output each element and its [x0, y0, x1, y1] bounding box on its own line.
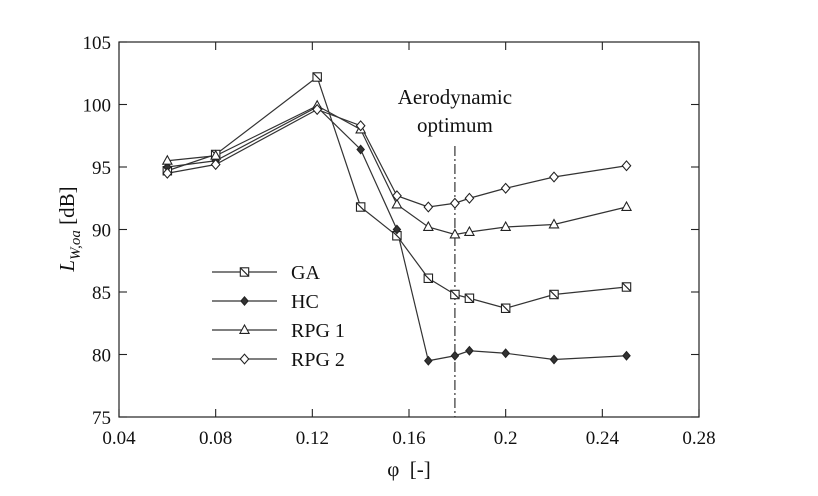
- legend-item-ga: GA: [212, 262, 320, 284]
- data-point-rpg-2: [621, 160, 632, 172]
- data-point-hc: [392, 224, 402, 235]
- x-tick-label: 0.28: [682, 428, 715, 449]
- data-point-ga: [355, 202, 366, 212]
- data-point-ga: [423, 273, 434, 283]
- data-point-ga: [549, 289, 559, 300]
- x-tick-label: 0.24: [586, 428, 620, 449]
- data-point-rpg-2: [391, 190, 402, 202]
- data-point-ga: [464, 293, 475, 303]
- y-tick-label: 105: [83, 33, 112, 54]
- legend-item-rpg-1: RPG 1: [212, 320, 345, 342]
- data-point-ga: [500, 303, 511, 313]
- data-point-ga: [450, 289, 460, 300]
- x-tick-label: 0.12: [296, 428, 329, 449]
- data-point-rpg-1: [161, 154, 173, 165]
- data-point-rpg-2: [464, 192, 475, 204]
- data-point-rpg-2: [210, 158, 221, 171]
- legend-label-rpg-2: RPG 2: [291, 349, 345, 371]
- series-group: [161, 72, 633, 366]
- y-axis-label: LW,oa [dB]: [55, 186, 84, 272]
- data-point-hc: [356, 144, 365, 155]
- data-point-rpg-1: [422, 220, 434, 231]
- x-axis-label: φ [-]: [387, 457, 431, 481]
- annotation-group: Aerodynamic optimum: [398, 85, 512, 417]
- legend-label-hc: HC: [291, 291, 319, 313]
- data-point-rpg-1: [391, 198, 403, 209]
- legend-label-rpg-1: RPG 1: [291, 320, 345, 342]
- data-point-hc: [465, 345, 474, 356]
- y-tick-label: 80: [92, 346, 111, 367]
- y-axis-label-subscript: W,oa: [68, 230, 84, 260]
- data-point-rpg-2: [500, 182, 511, 194]
- data-point-hc: [549, 354, 559, 365]
- axis-ticks: 0.04 0.08 0.12 0.16 0.2 0.24 0.28 75 80 85 90 95 100…: [83, 33, 716, 449]
- x-tick-label: 0.2: [494, 428, 518, 449]
- y-tick-label: 100: [83, 96, 112, 117]
- data-point-hc: [622, 350, 631, 361]
- data-point-rpg-1: [500, 220, 512, 231]
- annotation-line-1: Aerodynamic: [398, 85, 512, 109]
- data-point-hc: [501, 348, 510, 359]
- data-point-rpg-1: [548, 218, 560, 229]
- y-tick-label: 85: [92, 283, 111, 304]
- data-point-ga: [312, 72, 322, 82]
- data-point-rpg-2: [312, 103, 323, 116]
- legend-marker-rpg-2: [239, 353, 250, 365]
- legend-marker-ga: [239, 267, 250, 277]
- series-line-rpg-1: [167, 105, 627, 236]
- x-tick-label: 0.16: [392, 428, 425, 449]
- legend-item-rpg-2: RPG 2: [212, 349, 345, 371]
- data-point-rpg-1: [449, 228, 461, 239]
- data-point-hc: [450, 350, 460, 361]
- x-tick-label: 0.08: [199, 428, 232, 449]
- y-axis-label-unit: [dB]: [55, 186, 79, 230]
- data-point-rpg-2: [449, 197, 460, 209]
- x-tick-label: 0.04: [102, 428, 136, 449]
- legend-marker-rpg-1: [238, 323, 251, 334]
- data-point-rpg-1: [463, 225, 475, 236]
- y-axis-label-main: L: [55, 260, 79, 273]
- data-point-ga: [621, 282, 632, 292]
- legend: GA HC RPG 1 RPG 2: [212, 262, 345, 371]
- data-point-rpg-2: [162, 167, 173, 179]
- data-point-hc: [424, 355, 433, 366]
- y-tick-label: 95: [92, 158, 111, 179]
- data-point-rpg-2: [549, 171, 559, 183]
- data-point-rpg-1: [620, 200, 633, 211]
- y-tick-label: 75: [92, 408, 111, 429]
- legend-label-ga: GA: [291, 262, 320, 284]
- annotation-line-2: optimum: [417, 113, 493, 137]
- data-point-rpg-2: [423, 201, 434, 213]
- legend-marker-hc: [240, 295, 249, 307]
- legend-item-hc: HC: [212, 291, 319, 313]
- y-tick-label: 90: [92, 221, 111, 242]
- data-point-rpg-2: [355, 120, 366, 132]
